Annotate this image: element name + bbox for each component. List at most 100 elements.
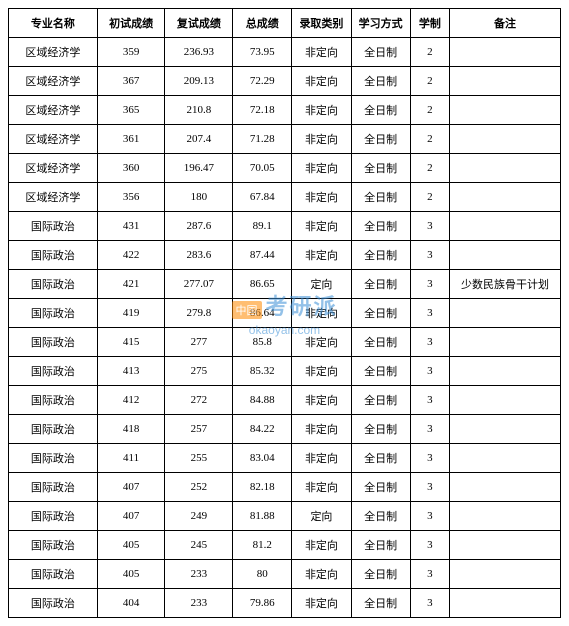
table-cell: 277 [165, 328, 233, 357]
table-cell: 87.44 [233, 241, 292, 270]
table-cell: 国际政治 [9, 357, 98, 386]
table-cell: 272 [165, 386, 233, 415]
table-row: 区域经济学361207.471.28非定向全日制2 [9, 125, 561, 154]
table-cell [450, 589, 561, 618]
table-cell: 365 [97, 96, 165, 125]
header-cell: 学制 [410, 9, 449, 38]
table-cell: 2 [410, 38, 449, 67]
table-cell [450, 531, 561, 560]
table-cell: 非定向 [292, 473, 351, 502]
table-cell: 区域经济学 [9, 125, 98, 154]
table-cell: 252 [165, 473, 233, 502]
table-row: 国际政治422283.687.44非定向全日制3 [9, 241, 561, 270]
table-cell [450, 212, 561, 241]
table-cell: 359 [97, 38, 165, 67]
table-cell: 2 [410, 67, 449, 96]
table-cell: 区域经济学 [9, 154, 98, 183]
table-cell: 定向 [292, 270, 351, 299]
table-cell: 81.88 [233, 502, 292, 531]
table-cell: 180 [165, 183, 233, 212]
table-cell: 全日制 [351, 473, 410, 502]
table-cell [450, 125, 561, 154]
table-cell: 3 [410, 560, 449, 589]
table-cell: 非定向 [292, 96, 351, 125]
table-cell: 2 [410, 125, 449, 154]
table-row: 国际政治41527785.8非定向全日制3 [9, 328, 561, 357]
table-cell: 2 [410, 183, 449, 212]
table-cell [450, 299, 561, 328]
table-row: 国际政治431287.689.1非定向全日制3 [9, 212, 561, 241]
table-cell [450, 473, 561, 502]
table-cell: 89.1 [233, 212, 292, 241]
table-cell: 3 [410, 444, 449, 473]
table-cell [450, 502, 561, 531]
table-cell: 全日制 [351, 212, 410, 241]
table-cell: 非定向 [292, 154, 351, 183]
table-cell: 国际政治 [9, 415, 98, 444]
table-cell: 421 [97, 270, 165, 299]
table-cell: 79.86 [233, 589, 292, 618]
table-cell: 67.84 [233, 183, 292, 212]
table-cell: 全日制 [351, 357, 410, 386]
table-cell: 82.18 [233, 473, 292, 502]
table-cell: 2 [410, 154, 449, 183]
table-row: 国际政治40523380非定向全日制3 [9, 560, 561, 589]
table-cell: 国际政治 [9, 531, 98, 560]
header-cell: 备注 [450, 9, 561, 38]
table-cell [450, 67, 561, 96]
table-cell: 413 [97, 357, 165, 386]
table-row: 区域经济学367209.1372.29非定向全日制2 [9, 67, 561, 96]
table-row: 国际政治41327585.32非定向全日制3 [9, 357, 561, 386]
table-cell: 3 [410, 589, 449, 618]
table-cell [450, 154, 561, 183]
table-cell: 全日制 [351, 589, 410, 618]
table-row: 国际政治421277.0786.65定向全日制3少数民族骨干计划 [9, 270, 561, 299]
table-cell: 361 [97, 125, 165, 154]
table-cell: 3 [410, 212, 449, 241]
table-cell: 非定向 [292, 212, 351, 241]
table-cell: 区域经济学 [9, 183, 98, 212]
table-cell: 国际政治 [9, 212, 98, 241]
header-cell: 学习方式 [351, 9, 410, 38]
table-cell [450, 38, 561, 67]
table-cell: 非定向 [292, 386, 351, 415]
table-cell [450, 241, 561, 270]
table-cell: 71.28 [233, 125, 292, 154]
table-cell: 3 [410, 299, 449, 328]
table-cell: 非定向 [292, 560, 351, 589]
table-cell: 3 [410, 357, 449, 386]
table-cell: 84.88 [233, 386, 292, 415]
table-cell: 国际政治 [9, 502, 98, 531]
table-row: 区域经济学365210.872.18非定向全日制2 [9, 96, 561, 125]
table-cell: 236.93 [165, 38, 233, 67]
table-cell: 3 [410, 386, 449, 415]
header-cell: 专业名称 [9, 9, 98, 38]
table-cell: 407 [97, 473, 165, 502]
table-cell [450, 386, 561, 415]
table-cell: 412 [97, 386, 165, 415]
table-cell: 少数民族骨干计划 [450, 270, 561, 299]
table-cell: 233 [165, 560, 233, 589]
table-cell: 411 [97, 444, 165, 473]
table-cell: 3 [410, 270, 449, 299]
table-row: 国际政治419279.886.64非定向全日制3 [9, 299, 561, 328]
table-cell: 3 [410, 502, 449, 531]
table-cell: 207.4 [165, 125, 233, 154]
table-row: 国际政治41825784.22非定向全日制3 [9, 415, 561, 444]
table-body: 区域经济学359236.9373.95非定向全日制2区域经济学367209.13… [9, 38, 561, 618]
table-cell: 国际政治 [9, 589, 98, 618]
table-cell: 国际政治 [9, 473, 98, 502]
table-cell: 定向 [292, 502, 351, 531]
table-cell: 86.65 [233, 270, 292, 299]
table-cell: 全日制 [351, 183, 410, 212]
table-row: 国际政治40423379.86非定向全日制3 [9, 589, 561, 618]
table-cell: 非定向 [292, 444, 351, 473]
table-cell: 404 [97, 589, 165, 618]
table-cell: 70.05 [233, 154, 292, 183]
table-cell: 区域经济学 [9, 67, 98, 96]
table-cell: 国际政治 [9, 299, 98, 328]
table-cell: 367 [97, 67, 165, 96]
header-cell: 录取类别 [292, 9, 351, 38]
table-cell: 3 [410, 328, 449, 357]
table-cell: 全日制 [351, 415, 410, 444]
